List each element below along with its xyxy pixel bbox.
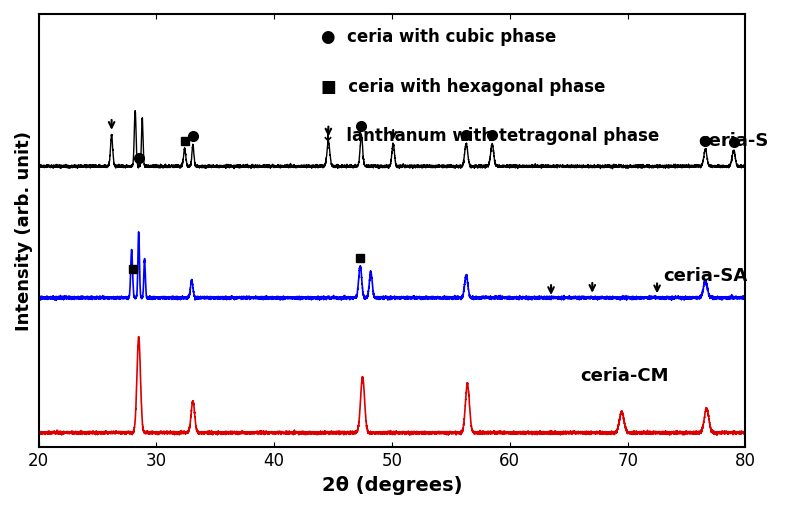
Y-axis label: Intensity (arb. unit): Intensity (arb. unit)	[15, 131, 33, 331]
Text: ■  ceria with hexagonal phase: ■ ceria with hexagonal phase	[322, 77, 606, 96]
Text: ceria-SA: ceria-SA	[663, 266, 747, 285]
Text: ●  ceria with cubic phase: ● ceria with cubic phase	[322, 28, 557, 46]
Text: ceria-S: ceria-S	[698, 132, 769, 150]
Text: ↓  lanthanum with tetragonal phase: ↓ lanthanum with tetragonal phase	[322, 127, 660, 145]
X-axis label: 2θ (degrees): 2θ (degrees)	[322, 475, 462, 494]
Text: ceria-CM: ceria-CM	[581, 366, 669, 384]
